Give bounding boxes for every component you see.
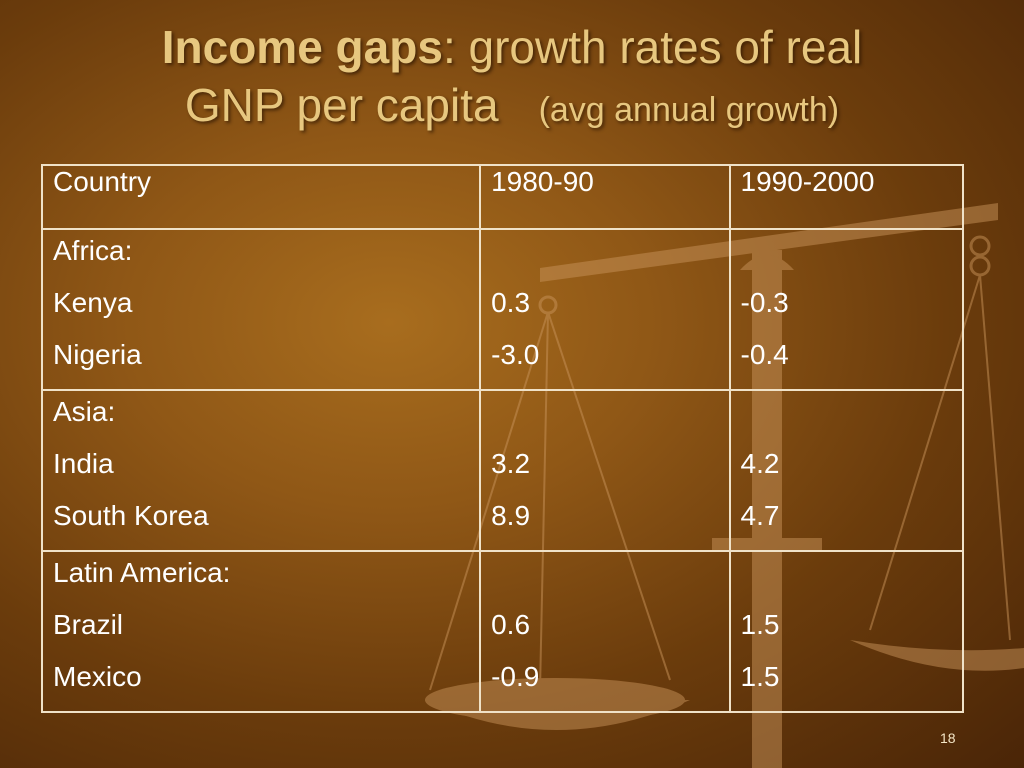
region-label: Latin America: xyxy=(53,557,231,588)
value: 3.2 xyxy=(491,448,531,479)
country-cell: Asia: India South Korea xyxy=(40,389,482,552)
country-name: Kenya xyxy=(53,287,133,318)
title-line-2-text: GNP per capita xyxy=(184,79,499,131)
country-name: Nigeria xyxy=(53,339,142,370)
value: 1.5 xyxy=(740,661,780,692)
value-cell-1990-2000: 4.2 4.7 xyxy=(728,389,964,552)
title-line-1: Income gaps: growth rates of real xyxy=(0,18,1024,76)
title-rest-part: : growth rates of real xyxy=(442,21,863,73)
header-1980-90: 1980-90 xyxy=(479,164,731,230)
region-label: Africa: xyxy=(53,235,133,266)
value: -0.3 xyxy=(740,287,789,318)
value-cell-1990-2000: -0.3 -0.4 xyxy=(728,228,964,391)
table-row-asia: Asia: India South Korea 3.2 8.9 4.2 4.7 xyxy=(40,389,964,552)
value: 4.7 xyxy=(740,500,780,531)
country-name: Brazil xyxy=(53,609,124,640)
value: 0.3 xyxy=(491,287,531,318)
value-cell-1980-90: 0.3 -3.0 xyxy=(479,228,731,391)
table-row-latin-america: Latin America: Brazil Mexico 0.6 -0.9 1.… xyxy=(40,550,964,713)
country-name: South Korea xyxy=(53,500,209,531)
region-label: Asia: xyxy=(53,396,116,427)
value: -3.0 xyxy=(491,339,540,370)
value-cell-1980-90: 0.6 -0.9 xyxy=(479,550,731,713)
slide-title: Income gaps: growth rates of real GNP pe… xyxy=(0,18,1024,139)
value: 4.2 xyxy=(740,448,780,479)
country-cell: Africa: Kenya Nigeria xyxy=(40,228,482,391)
country-name: India xyxy=(53,448,114,479)
value: -0.4 xyxy=(740,339,789,370)
title-line-2: GNP per capita (avg annual growth) xyxy=(0,76,1024,139)
value: -0.9 xyxy=(491,661,540,692)
value-cell-1990-2000: 1.5 1.5 xyxy=(728,550,964,713)
country-name: Mexico xyxy=(53,661,142,692)
growth-table: Country 1980-90 1990-2000 Africa: Kenya … xyxy=(40,164,964,713)
value-cell-1980-90: 3.2 8.9 xyxy=(479,389,731,552)
header-1990-2000: 1990-2000 xyxy=(728,164,964,230)
slide-number: 18 xyxy=(940,730,956,746)
country-cell: Latin America: Brazil Mexico xyxy=(40,550,482,713)
value: 1.5 xyxy=(740,609,780,640)
value: 8.9 xyxy=(491,500,531,531)
title-note: (avg annual growth) xyxy=(538,91,840,129)
header-country: Country xyxy=(40,164,482,230)
table-header-row: Country 1980-90 1990-2000 xyxy=(40,164,964,230)
value: 0.6 xyxy=(491,609,531,640)
title-bold-part: Income gaps xyxy=(161,21,443,73)
table-row-africa: Africa: Kenya Nigeria 0.3 -3.0 -0.3 -0.4 xyxy=(40,228,964,391)
